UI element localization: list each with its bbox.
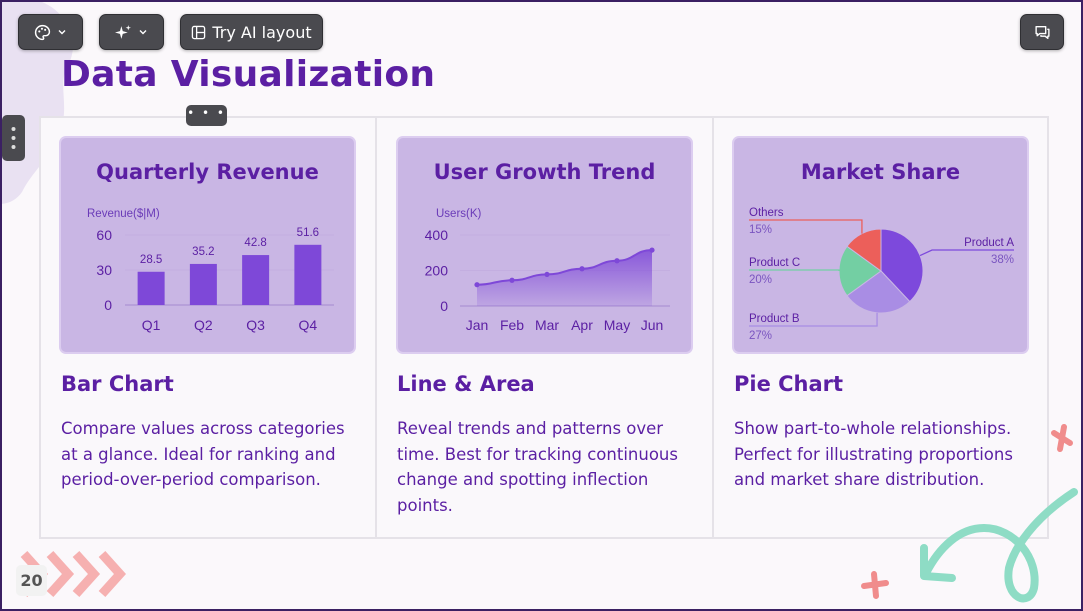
line-chart-card[interactable]: User Growth Trend Users(K) 0 200 400 Jan Feb M… <box>396 136 693 354</box>
sparkle-icon <box>115 24 131 39</box>
x-tick-label: Apr <box>571 317 593 333</box>
column-divider <box>712 116 714 539</box>
x-tick-label: Q3 <box>246 317 265 333</box>
y-tick-label: 400 <box>425 227 449 243</box>
y-tick-label: 60 <box>96 227 112 243</box>
x-tick-label: Q1 <box>142 317 161 333</box>
plus-decoration <box>1051 424 1073 452</box>
area-fill <box>477 250 652 306</box>
bar <box>242 255 270 305</box>
chart-title: User Growth Trend <box>433 160 656 184</box>
section-title-pie: Pie Chart <box>734 372 844 396</box>
theme-button[interactable] <box>18 14 83 50</box>
bar <box>294 244 322 305</box>
series-line <box>476 249 653 286</box>
plus-decoration <box>861 571 889 599</box>
swirl-arrow-decoration <box>920 488 1078 603</box>
chevron-down-icon <box>58 30 66 35</box>
data-point <box>474 282 480 288</box>
comment-icon <box>1034 25 1050 39</box>
x-tick-label: Mar <box>535 317 559 333</box>
pie-chart-card[interactable]: Market Share Product A 38% Product B 27% Pro… <box>732 136 1029 354</box>
data-point <box>509 277 515 283</box>
try-ai-layout-button[interactable]: Try AI layout <box>180 14 323 50</box>
y-axis-label: Revenue($|M) <box>87 208 160 220</box>
chart-title: Quarterly Revenue <box>96 160 319 184</box>
x-tick-label: Jan <box>466 317 489 333</box>
y-axis-label: Users(K) <box>436 208 482 220</box>
slice-value-label: 38% <box>991 254 1014 266</box>
x-tick-label: May <box>604 317 630 333</box>
column-divider <box>375 116 377 539</box>
section-desc-pie: Show part-to-whole relationships. Perfec… <box>734 419 1013 489</box>
slice-value-label: 27% <box>749 330 772 342</box>
pie-chart: Product A 38% Product B 27% Product C 20% Othe… <box>749 207 1014 342</box>
bar <box>137 271 165 305</box>
leader-line <box>749 312 878 327</box>
x-tick-label: Jun <box>641 317 664 333</box>
palette-icon <box>34 24 51 40</box>
x-tick-label: Feb <box>500 317 524 333</box>
pie-slice <box>880 228 924 303</box>
data-point <box>544 271 550 278</box>
leader-line <box>919 249 1014 257</box>
y-tick-label: 30 <box>96 262 112 278</box>
page-title: Data Visualization <box>61 54 436 95</box>
bar-chart: Revenue($|M) 0 30 60 28.5 Q1 35.2 Q2 42.8 Q3 51.6 Q… <box>87 208 334 333</box>
comments-button[interactable] <box>1020 14 1064 50</box>
line-chart: Users(K) 0 200 400 Jan Feb Mar Apr May Jun <box>425 208 670 333</box>
data-label: 51.6 <box>297 227 319 239</box>
vertical-dots-icon <box>11 127 16 149</box>
slice-label: Others <box>749 207 784 219</box>
y-tick-label: 0 <box>440 298 448 314</box>
x-tick-label: Q4 <box>299 317 318 333</box>
y-tick-label: 200 <box>425 263 449 279</box>
chart-title: Market Share <box>800 160 961 184</box>
section-title-line: Line & Area <box>397 372 535 396</box>
section-title-bar: Bar Chart <box>61 372 174 396</box>
data-label: 35.2 <box>192 246 214 258</box>
bar <box>189 263 217 305</box>
slice-value-label: 20% <box>749 274 772 286</box>
leader-line <box>749 269 840 271</box>
layout-icon <box>192 25 206 39</box>
try-ai-layout-label: Try AI layout <box>212 22 312 42</box>
chevron-down-icon <box>139 30 147 35</box>
data-point <box>614 258 620 264</box>
data-point <box>579 266 585 272</box>
slice-label: Product B <box>749 313 800 325</box>
data-label: 42.8 <box>244 237 266 249</box>
x-tick-label: Q2 <box>194 317 213 333</box>
page-number: 20 <box>16 565 47 596</box>
slice-label: Product A <box>964 237 1014 249</box>
leader-line <box>749 219 863 234</box>
slice-value-label: 15% <box>749 224 772 236</box>
y-tick-label: 0 <box>104 297 112 313</box>
data-label: 28.5 <box>140 254 162 266</box>
section-desc-bar: Compare values across categories at a gl… <box>61 419 345 489</box>
slice-label: Product C <box>749 257 800 269</box>
data-point <box>649 247 655 253</box>
side-drag-handle[interactable] <box>2 115 25 161</box>
section-desc-line: Reveal trends and patterns over time. Be… <box>397 419 678 515</box>
bar-chart-card[interactable]: Quarterly Revenue Revenue($|M) 0 30 60 28.5 Q… <box>59 136 356 354</box>
drag-handle[interactable]: • • • <box>186 105 227 126</box>
ai-tools-button[interactable] <box>99 14 164 50</box>
